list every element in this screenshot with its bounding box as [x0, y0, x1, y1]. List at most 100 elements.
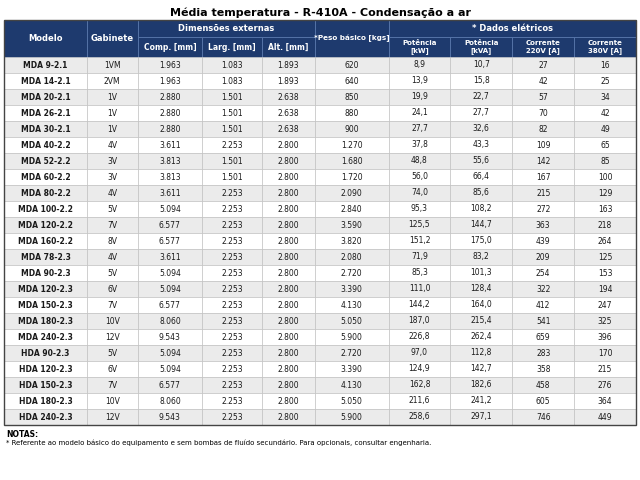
Text: MDA 14-2.1: MDA 14-2.1 — [20, 76, 70, 85]
Bar — [512, 57, 574, 73]
Text: 1.501: 1.501 — [221, 156, 243, 166]
Bar — [388, 20, 636, 37]
Text: 2.880: 2.880 — [159, 124, 180, 133]
Bar — [4, 121, 87, 137]
Bar — [87, 201, 138, 217]
Bar — [87, 393, 138, 409]
Bar — [512, 137, 574, 153]
Bar — [315, 20, 388, 57]
Bar — [388, 329, 451, 345]
Bar — [138, 57, 202, 73]
Bar — [262, 121, 315, 137]
Bar — [202, 89, 262, 105]
Text: 8.060: 8.060 — [159, 316, 180, 325]
Bar — [138, 37, 202, 57]
Bar — [202, 377, 262, 393]
Bar — [574, 217, 636, 233]
Bar — [87, 105, 138, 121]
Text: 2.800: 2.800 — [278, 333, 299, 341]
Text: 2.720: 2.720 — [341, 268, 362, 277]
Bar — [512, 73, 574, 89]
Bar — [138, 185, 202, 201]
Bar — [512, 265, 574, 281]
Text: 1.893: 1.893 — [278, 60, 299, 70]
Text: MDA 160-2.2: MDA 160-2.2 — [18, 237, 73, 245]
Bar — [262, 281, 315, 297]
Text: MDA 120-2.3: MDA 120-2.3 — [18, 285, 73, 293]
Text: 746: 746 — [536, 412, 550, 421]
Bar — [138, 201, 202, 217]
Bar — [262, 89, 315, 105]
Bar — [315, 377, 388, 393]
Text: HDA 120-2.3: HDA 120-2.3 — [19, 364, 72, 373]
Text: 1.083: 1.083 — [221, 76, 243, 85]
Bar — [574, 361, 636, 377]
Bar — [451, 201, 512, 217]
Text: 1.963: 1.963 — [159, 60, 180, 70]
Text: 3.813: 3.813 — [159, 156, 180, 166]
Bar — [4, 313, 87, 329]
Bar — [451, 281, 512, 297]
Text: 71,9: 71,9 — [411, 252, 428, 262]
Text: 322: 322 — [536, 285, 550, 293]
Text: 48,8: 48,8 — [411, 156, 428, 166]
Text: Dimensões externas: Dimensões externas — [178, 24, 275, 33]
Text: 85,3: 85,3 — [411, 268, 428, 277]
Text: 1.720: 1.720 — [341, 172, 362, 181]
Bar — [138, 249, 202, 265]
Text: 3.820: 3.820 — [341, 237, 362, 245]
Bar — [138, 217, 202, 233]
Bar — [202, 361, 262, 377]
Text: 112,8: 112,8 — [470, 348, 492, 358]
Bar — [202, 201, 262, 217]
Bar — [202, 57, 262, 73]
Text: 34: 34 — [600, 93, 610, 101]
Bar — [138, 265, 202, 281]
Bar — [138, 281, 202, 297]
Bar — [87, 377, 138, 393]
Bar — [138, 345, 202, 361]
Bar — [388, 105, 451, 121]
Text: 2.253: 2.253 — [221, 300, 243, 310]
Bar — [262, 249, 315, 265]
Bar — [451, 153, 512, 169]
Text: 66,4: 66,4 — [473, 172, 490, 181]
Bar — [315, 345, 388, 361]
Text: 2.253: 2.253 — [221, 381, 243, 389]
Text: HDA 150-2.3: HDA 150-2.3 — [19, 381, 72, 389]
Text: 83,2: 83,2 — [473, 252, 490, 262]
Bar — [574, 377, 636, 393]
Bar — [138, 20, 315, 37]
Text: 2.253: 2.253 — [221, 141, 243, 149]
Bar — [87, 169, 138, 185]
Text: 3V: 3V — [108, 172, 117, 181]
Text: 55,6: 55,6 — [473, 156, 490, 166]
Text: 144,7: 144,7 — [470, 220, 492, 229]
Bar — [4, 153, 87, 169]
Text: 3.390: 3.390 — [340, 364, 363, 373]
Text: Potência
[kVA]: Potência [kVA] — [464, 40, 499, 54]
Text: 153: 153 — [598, 268, 612, 277]
Bar — [315, 105, 388, 121]
Bar — [87, 153, 138, 169]
Bar — [512, 361, 574, 377]
Text: 2.800: 2.800 — [278, 189, 299, 197]
Text: 144,2: 144,2 — [409, 300, 430, 310]
Bar — [4, 137, 87, 153]
Bar — [87, 345, 138, 361]
Bar — [574, 121, 636, 137]
Text: 182,6: 182,6 — [470, 381, 492, 389]
Text: 226,8: 226,8 — [409, 333, 430, 341]
Text: 187,0: 187,0 — [409, 316, 430, 325]
Bar — [574, 313, 636, 329]
Bar — [4, 361, 87, 377]
Bar — [262, 105, 315, 121]
Text: 111,0: 111,0 — [409, 285, 430, 293]
Bar — [512, 217, 574, 233]
Text: 129: 129 — [598, 189, 612, 197]
Text: 100: 100 — [598, 172, 612, 181]
Bar — [87, 233, 138, 249]
Text: 620: 620 — [344, 60, 359, 70]
Text: MDA 78-2.3: MDA 78-2.3 — [20, 252, 70, 262]
Bar — [574, 409, 636, 425]
